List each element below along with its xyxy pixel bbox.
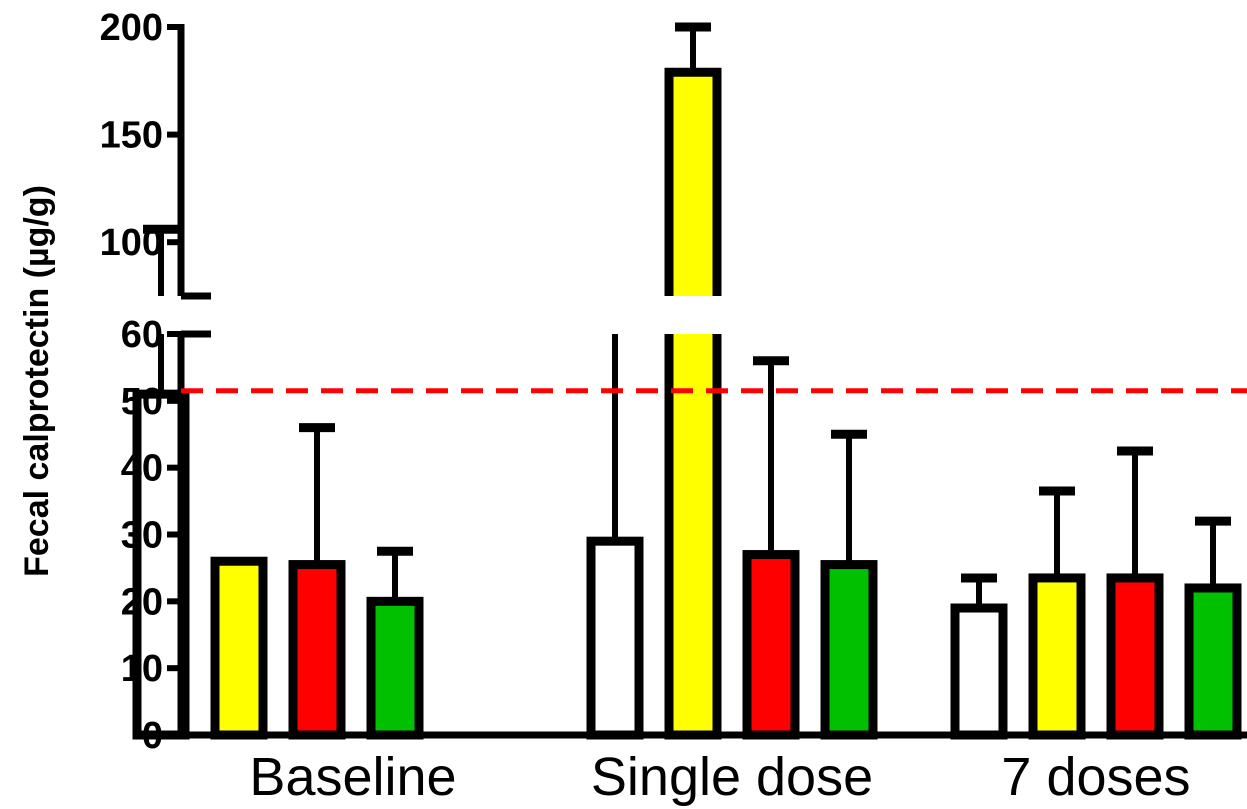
chart-axes	[167, 24, 1247, 739]
y-axis-title: Fecal calprotectin (µg/g)	[18, 185, 56, 577]
bar	[820, 560, 878, 740]
y-tick-label: 150	[100, 115, 163, 157]
category-label: 7 doses	[1001, 747, 1190, 807]
bar-outline	[664, 67, 722, 296]
bar	[669, 334, 717, 735]
y-tick-label: 0	[142, 715, 163, 757]
bar	[586, 536, 644, 740]
y-tick-label: 10	[121, 648, 163, 690]
bar	[1028, 573, 1086, 740]
bar	[1106, 573, 1164, 740]
bar	[132, 389, 190, 740]
bar	[366, 596, 424, 740]
y-tick-label: 30	[121, 515, 163, 557]
bar	[742, 550, 800, 740]
bar	[950, 603, 1008, 740]
bar	[288, 560, 346, 740]
y-tick-label: 200	[100, 7, 163, 49]
y-tick-label: 20	[121, 581, 163, 623]
category-label: Baseline	[249, 747, 456, 807]
y-tick-label: 100	[100, 222, 163, 264]
bar	[1184, 583, 1242, 740]
category-label: Single dose	[591, 747, 873, 807]
bar	[210, 556, 268, 740]
chart-labels: 0 10 20 30 40 50 60 100 150 200 Baseline Single dos…	[100, 7, 1191, 807]
y-tick-label: 50	[121, 381, 163, 423]
y-tick-label: 60	[121, 314, 163, 356]
chart-marks	[132, 22, 1242, 740]
bar	[669, 72, 717, 296]
y-tick-label: 40	[121, 448, 163, 490]
